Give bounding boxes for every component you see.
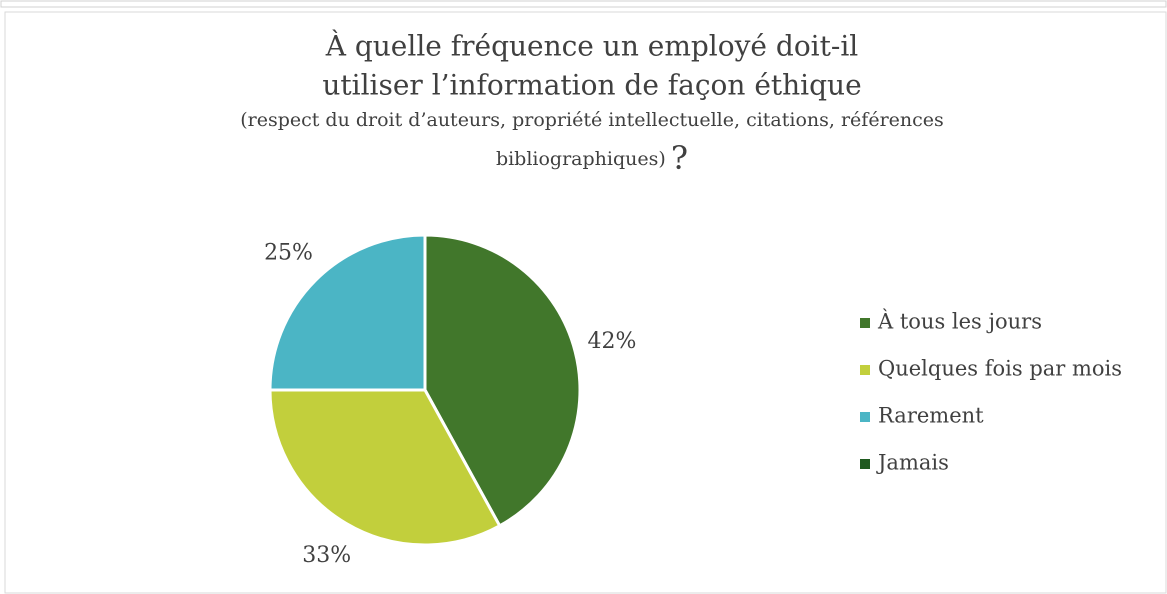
legend-label: Jamais <box>876 451 949 475</box>
chart-title: utiliser l’information de façon éthique <box>322 69 861 102</box>
legend-swatch <box>860 459 870 469</box>
frame-top <box>0 0 1167 8</box>
pie-slice <box>268 388 502 547</box>
pie-slice <box>423 233 582 528</box>
chart-subtitle: bibliographiques) ? <box>496 139 688 177</box>
chart-subtitle: (respect du droit d’auteurs, propriété i… <box>240 109 944 131</box>
chart-title: À quelle fréquence un employé doit-il <box>325 30 859 63</box>
legend-label: Rarement <box>878 404 984 428</box>
legend-swatch <box>860 365 870 375</box>
data-label: 25% <box>264 241 313 266</box>
legend-label: Quelques fois par mois <box>878 357 1122 381</box>
chart-area <box>4 11 1167 594</box>
data-label: 42% <box>587 329 636 354</box>
chart-subtitle: bibliographiques) <box>496 148 666 170</box>
legend-swatch <box>860 412 870 422</box>
pie-slice <box>268 233 427 392</box>
legend-swatch <box>860 318 870 328</box>
data-label: 33% <box>302 543 351 568</box>
legend-label: À tous les jours <box>877 310 1042 334</box>
title-suffix: ? <box>671 139 688 177</box>
